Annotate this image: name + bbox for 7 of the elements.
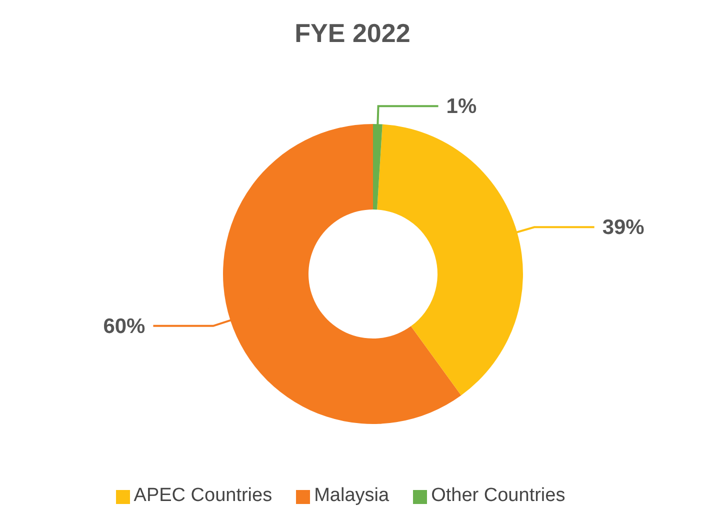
legend-label: Other Countries [431, 485, 566, 506]
chart-title: FYE 2022 [294, 17, 412, 50]
legend-label: Malaysia [314, 485, 390, 506]
data-label: 60% [103, 314, 146, 338]
legend-label: APEC Countries [134, 485, 272, 506]
data-label: 39% [602, 216, 645, 240]
data-label: 1% [446, 95, 477, 118]
